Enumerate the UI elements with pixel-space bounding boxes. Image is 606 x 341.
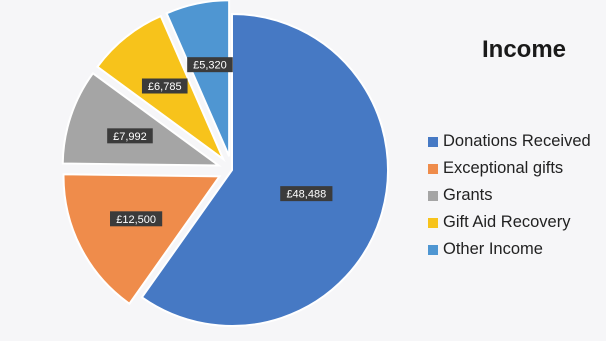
chart-legend: Donations Received Exceptional gifts Gra… [428,128,591,263]
data-label-grants: £7,992 [107,128,153,144]
pie-slice-donations [140,12,389,327]
pie-slice-grants [61,71,222,167]
data-label-text-exceptional-gifts: £12,500 [116,214,156,226]
legend-item-grants: Grants [428,182,591,209]
data-label-text-donations: £48,488 [286,189,326,201]
data-label-bg-other-income [187,57,233,73]
data-label-bg-gift-aid [141,78,188,94]
data-label-exceptional-gifts: £12,500 [110,211,163,227]
pie-slice-other-income [165,0,231,157]
data-label-text-gift-aid: £6,785 [148,81,182,93]
chart-title: Income [482,36,567,63]
legend-label-donations: Donations Received [443,132,591,150]
legend-swatch-gift-aid [428,217,438,228]
legend-item-other-income: Other Income [428,236,591,263]
data-label-bg-donations [280,186,333,202]
data-label-bg-exceptional-gifts [110,211,163,227]
data-label-text-other-income: £5,320 [193,60,227,72]
legend-label-grants: Grants [443,186,493,204]
legend-label-gift-aid: Gift Aid Recovery [443,213,571,231]
legend-item-exceptional-gifts: Exceptional gifts [428,155,591,182]
legend-swatch-donations [428,136,438,147]
data-label-text-grants: £7,992 [113,131,147,143]
legend-swatch-exceptional-gifts [428,163,438,174]
legend-item-gift-aid: Gift Aid Recovery [428,209,591,236]
data-label-other-income: £5,320 [187,57,233,73]
legend-label-other-income: Other Income [443,240,543,258]
data-label-bg-grants [107,128,153,144]
data-label-gift-aid: £6,785 [141,78,188,94]
data-label-donations: £48,488 [280,186,333,202]
legend-swatch-other-income [428,244,438,255]
legend-label-exceptional-gifts: Exceptional gifts [443,159,564,177]
legend-swatch-grants [428,190,438,201]
legend-item-donations: Donations Received [428,128,591,155]
pie-slice-exceptional-gifts [62,173,222,306]
